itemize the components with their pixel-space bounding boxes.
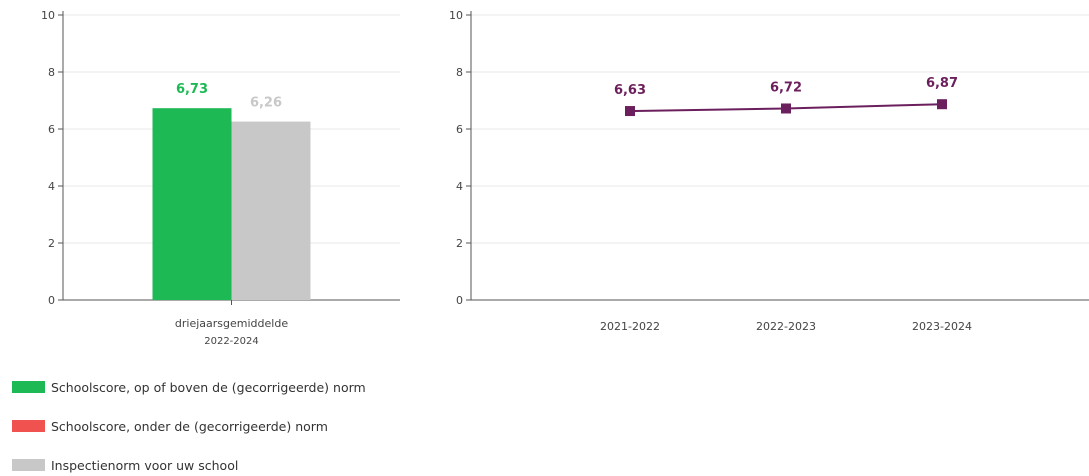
legend-swatch-inspection-norm xyxy=(12,459,45,471)
chart1-ytick-label: 0 xyxy=(48,294,55,307)
chart1-ytick-label: 6 xyxy=(48,123,55,136)
chart1-ytick-label: 4 xyxy=(48,180,55,193)
chart1-bar-1 xyxy=(152,108,232,300)
chart2-ytick-label: 10 xyxy=(449,9,463,22)
legend-item-inspection-norm: Inspectienorm voor uw school xyxy=(12,454,366,476)
chart2-xtick-label: 2022-2023 xyxy=(756,320,816,333)
chart2-ytick-label: 4 xyxy=(456,180,463,193)
legend-item-above-norm: Schoolscore, op of boven de (gecorrigeer… xyxy=(12,376,366,398)
chart1-category-sublabel: 2022-2024 xyxy=(204,336,259,347)
chart2-point-label-3: 6,87 xyxy=(926,76,958,91)
chart2-ytick-label: 8 xyxy=(456,66,463,79)
chart2-xtick-label: 2021-2022 xyxy=(600,320,660,333)
legend-label-inspection-norm: Inspectienorm voor uw school xyxy=(51,457,239,473)
chart1-category-label: driejaarsgemiddelde xyxy=(175,317,288,330)
legend-label-below-norm: Schoolscore, onder de (gecorrigeerde) no… xyxy=(51,418,328,434)
chart2-xtick-label: 2023-2024 xyxy=(912,320,972,333)
legend-swatch-above-norm xyxy=(12,381,45,393)
chart2-ytick-label: 0 xyxy=(456,294,463,307)
chart1-bar-value-label-1: 6,73 xyxy=(176,82,208,97)
chart2-point-label-1: 6,63 xyxy=(614,83,646,98)
legend: Schoolscore, op of boven de (gecorrigeer… xyxy=(12,376,366,476)
chart2-ytick-label: 2 xyxy=(456,237,463,250)
chart1-bar-value-label-2: 6,26 xyxy=(250,96,282,111)
chart2-point-3 xyxy=(937,99,947,110)
chart2-point-1 xyxy=(625,106,635,117)
legend-item-below-norm: Schoolscore, onder de (gecorrigeerde) no… xyxy=(12,415,366,437)
chart1-ytick-label: 10 xyxy=(41,9,55,22)
chart1-bar-2 xyxy=(231,121,311,300)
legend-swatch-below-norm xyxy=(12,420,45,432)
chart2-point-label-2: 6,72 xyxy=(770,80,802,95)
chart1-ytick-label: 8 xyxy=(48,66,55,79)
chart2-ytick-label: 6 xyxy=(456,123,463,136)
chart2-point-2 xyxy=(781,103,791,114)
charts-area: 0 2 4 6 8 10 6,73 6,26 driejaarsgemiddelde 2022-2… xyxy=(41,9,1089,347)
chart1-ytick-label: 2 xyxy=(48,237,55,250)
legend-label-above-norm: Schoolscore, op of boven de (gecorrigeer… xyxy=(51,379,366,395)
